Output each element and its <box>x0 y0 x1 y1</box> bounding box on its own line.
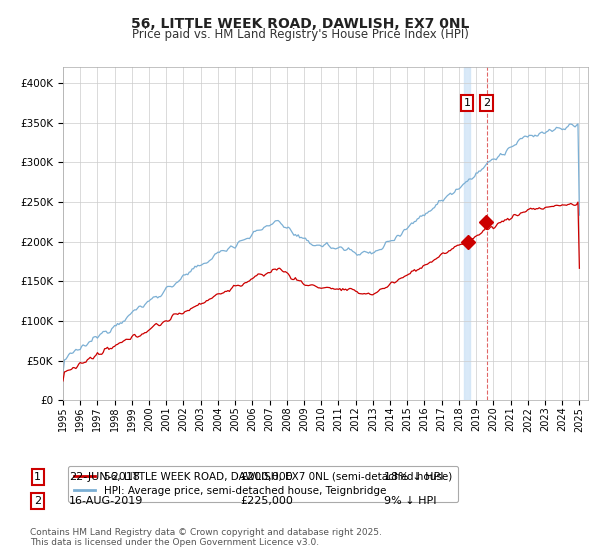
Legend: 56, LITTLE WEEK ROAD, DAWLISH, EX7 0NL (semi-detached house), HPI: Average price: 56, LITTLE WEEK ROAD, DAWLISH, EX7 0NL (… <box>68 465 458 502</box>
Text: Price paid vs. HM Land Registry's House Price Index (HPI): Price paid vs. HM Land Registry's House … <box>131 28 469 41</box>
Bar <box>464 67 470 400</box>
Text: £200,000: £200,000 <box>240 472 293 482</box>
Text: 9% ↓ HPI: 9% ↓ HPI <box>384 496 437 506</box>
Text: 18% ↓ HPI: 18% ↓ HPI <box>384 472 443 482</box>
Text: 1: 1 <box>463 98 470 108</box>
Text: 16-AUG-2019: 16-AUG-2019 <box>69 496 143 506</box>
Text: 2: 2 <box>483 98 490 108</box>
Text: 1: 1 <box>34 472 41 482</box>
Text: 56, LITTLE WEEK ROAD, DAWLISH, EX7 0NL: 56, LITTLE WEEK ROAD, DAWLISH, EX7 0NL <box>131 17 469 31</box>
Text: 2: 2 <box>34 496 41 506</box>
Text: Contains HM Land Registry data © Crown copyright and database right 2025.
This d: Contains HM Land Registry data © Crown c… <box>30 528 382 547</box>
Text: 22-JUN-2018: 22-JUN-2018 <box>69 472 140 482</box>
Text: £225,000: £225,000 <box>240 496 293 506</box>
